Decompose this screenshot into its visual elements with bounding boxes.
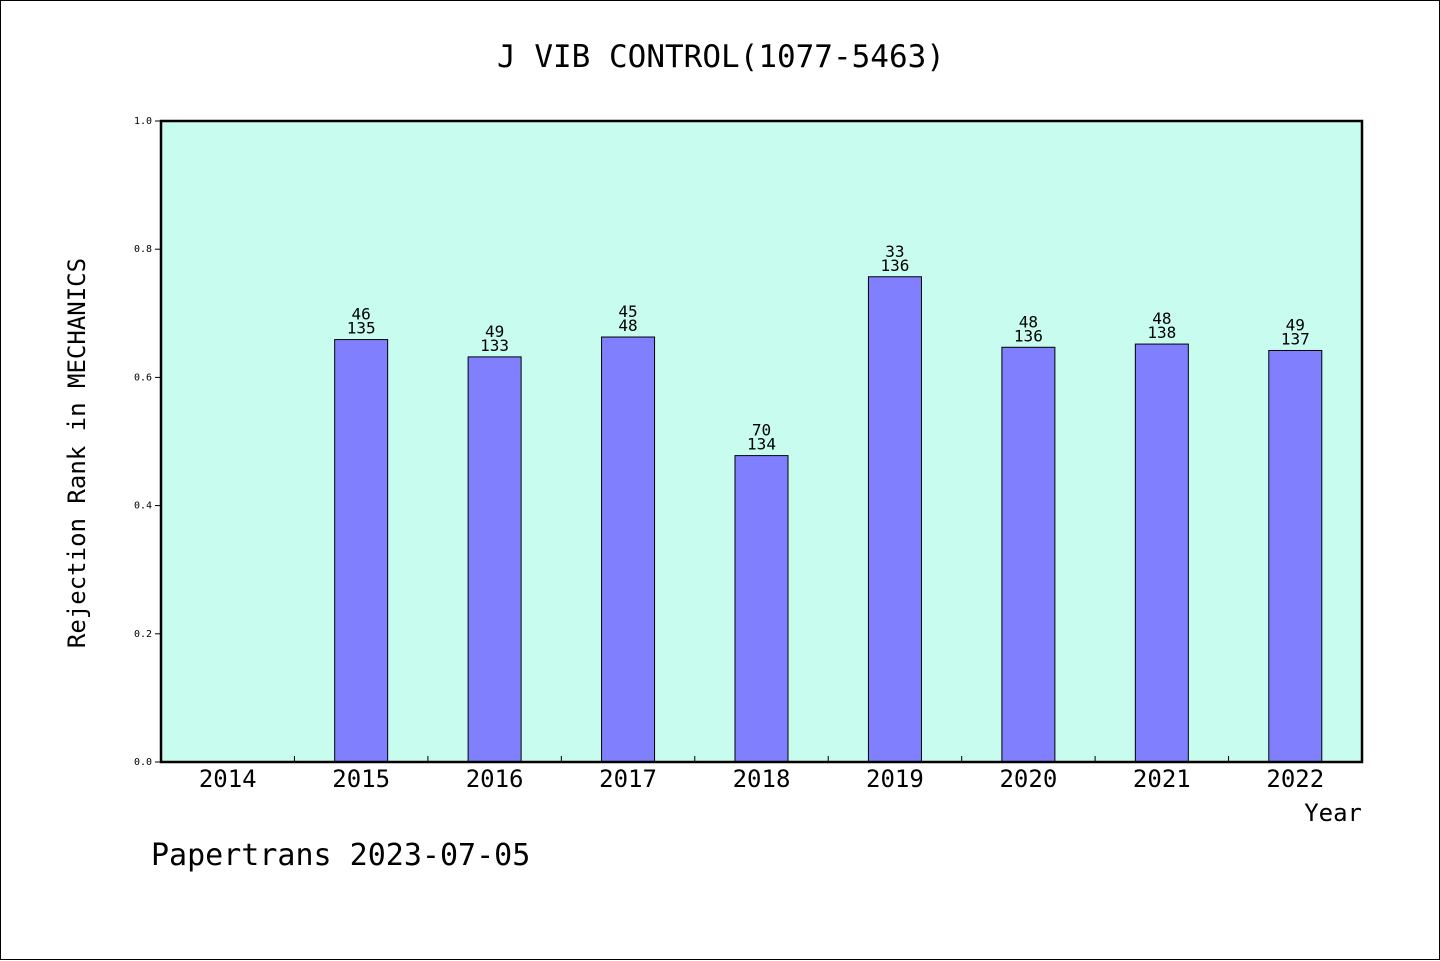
bar-2021 bbox=[1134, 343, 1189, 763]
x-tick-label: 2022 bbox=[1266, 765, 1324, 793]
bar-label-bottom: 135 bbox=[347, 319, 376, 338]
bar-label-bottom: 136 bbox=[880, 256, 909, 275]
plot-border bbox=[159, 119, 1364, 764]
bar-label-top: 46 bbox=[352, 305, 371, 324]
x-tick-label: 2021 bbox=[1133, 765, 1191, 793]
bar-2022 bbox=[1268, 349, 1323, 763]
bar-2016 bbox=[467, 356, 522, 763]
bar-label-bottom: 133 bbox=[480, 336, 509, 355]
y-tick-label: 0.4 bbox=[134, 501, 152, 512]
bar-label-top: 48 bbox=[1019, 312, 1038, 331]
y-axis-label: Rejection Rank in MECHANICS bbox=[63, 258, 91, 648]
bar-label-bottom: 48 bbox=[618, 316, 637, 335]
bar-label-top: 70 bbox=[752, 421, 771, 440]
x-axis-ticks: 2014 2015 2016 2017 2018 2019 2020 2021 2022 bbox=[199, 756, 1324, 793]
x-tick-label: 2017 bbox=[599, 765, 657, 793]
y-tick-label: 1.0 bbox=[134, 116, 152, 127]
bar-label-top: 48 bbox=[1152, 309, 1171, 328]
bar-label-top: 49 bbox=[1286, 315, 1305, 334]
bar-label-top: 45 bbox=[618, 302, 637, 321]
bars-layer bbox=[334, 276, 1323, 763]
x-tick-label: 2015 bbox=[332, 765, 390, 793]
y-tick-label: 0.8 bbox=[134, 244, 152, 255]
x-tick-label: 2016 bbox=[466, 765, 524, 793]
x-tick-label: 2018 bbox=[733, 765, 791, 793]
footer-credit: Papertrans 2023-07-05 bbox=[151, 838, 530, 873]
y-axis-ticks: 0.0 0.2 0.4 0.6 0.8 1.0 bbox=[134, 116, 161, 768]
bar-label-bottom: 138 bbox=[1147, 323, 1176, 342]
bar-2019 bbox=[867, 276, 922, 763]
bar-2020 bbox=[1001, 346, 1056, 763]
x-axis-label: Year bbox=[1304, 799, 1362, 827]
x-tick-label: 2014 bbox=[199, 765, 257, 793]
y-tick-label: 0.2 bbox=[134, 629, 152, 640]
y-tick-label: 0.0 bbox=[134, 757, 152, 768]
bar-label-bottom: 136 bbox=[1014, 326, 1043, 345]
x-tick-label: 2019 bbox=[866, 765, 924, 793]
x-tick-label: 2020 bbox=[999, 765, 1057, 793]
chart-title: J VIB CONTROL(1077-5463) bbox=[497, 39, 945, 75]
bar-2017 bbox=[601, 336, 656, 763]
y-tick-label: 0.6 bbox=[134, 372, 152, 383]
bar-label-bottom: 137 bbox=[1281, 329, 1310, 348]
bar-label-bottom: 134 bbox=[747, 435, 776, 454]
bar-2015 bbox=[334, 339, 389, 763]
bar-label-top: 49 bbox=[485, 322, 504, 341]
bar-label-top: 33 bbox=[885, 242, 904, 261]
bar-2018 bbox=[734, 455, 789, 763]
